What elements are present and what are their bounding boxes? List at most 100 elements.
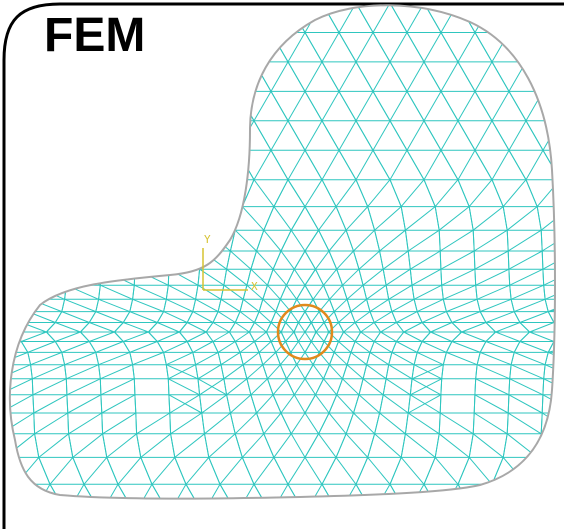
mesh-edge	[123, 322, 149, 333]
mesh-edge	[223, 269, 228, 286]
mesh-edge	[476, 299, 481, 312]
mesh-edge	[0, 413, 1, 434]
mesh-edge	[513, 341, 521, 353]
mesh-edge	[195, 364, 199, 379]
mesh-edge	[197, 364, 222, 380]
mesh-edge	[369, 341, 375, 353]
mesh-edge	[438, 412, 441, 434]
mesh-edge	[136, 412, 171, 435]
mesh-edge	[510, 299, 515, 312]
mesh-edge	[423, 484, 442, 499]
mesh-edge	[38, 179, 51, 207]
mesh-edge	[287, 179, 306, 207]
mesh-edge	[328, 394, 338, 414]
mesh-edge	[502, 206, 508, 231]
mesh-edge	[117, 150, 136, 180]
mesh-edge	[519, 331, 530, 342]
mesh-edge	[219, 150, 238, 180]
mesh-edge	[237, 514, 254, 529]
mesh-edge	[151, 150, 170, 180]
mesh-edge	[253, 120, 272, 151]
mesh-edge	[248, 322, 255, 333]
mesh-edge	[369, 351, 389, 366]
mesh-edge	[440, 32, 459, 63]
mesh-edge	[117, 120, 136, 151]
mesh-edge	[134, 91, 153, 122]
mesh-edge	[30, 285, 33, 300]
mesh-edge	[170, 206, 176, 231]
mesh-edge	[338, 331, 345, 342]
mesh-edge	[407, 394, 442, 414]
mesh-edge	[403, 322, 423, 333]
mesh-edge	[169, 412, 172, 434]
mesh-edge	[33, 412, 36, 434]
mesh-edge	[543, 514, 560, 529]
mesh-edge	[406, 120, 425, 151]
mesh-edge	[304, 322, 312, 333]
mesh-edge	[508, 394, 543, 414]
mesh-edge	[350, 298, 367, 312]
mesh-edge	[271, 514, 288, 529]
mesh-edge	[510, 364, 544, 380]
mesh-edge	[140, 457, 153, 485]
mesh-edge	[434, 457, 459, 485]
mesh-edge	[95, 352, 100, 365]
mesh-edge	[279, 364, 287, 380]
mesh-edge	[132, 298, 164, 313]
mesh-edge	[410, 250, 441, 270]
mesh-edge	[373, 514, 390, 529]
mesh-edge	[65, 269, 68, 286]
mesh-edge	[208, 179, 221, 207]
mesh-edge	[199, 394, 203, 414]
mesh-edge	[476, 352, 481, 365]
mesh-edge	[254, 341, 260, 353]
mesh-edge	[186, 322, 207, 333]
mesh-edge	[267, 364, 281, 380]
mesh-edge	[366, 364, 387, 380]
mesh-edge	[15, 150, 34, 180]
mesh-edge	[389, 91, 408, 122]
mesh-edge	[474, 5, 493, 33]
mesh-edge	[540, 412, 543, 434]
mesh-edge	[102, 433, 108, 458]
mesh-edge	[446, 298, 478, 313]
mesh-edge	[508, 32, 527, 63]
mesh-edge	[475, 378, 510, 396]
mesh-edge	[166, 298, 194, 313]
mesh-edge	[117, 179, 142, 207]
mesh-edge	[272, 268, 287, 286]
mesh-edge	[31, 269, 34, 286]
mesh-edge	[262, 298, 277, 312]
mesh-edge	[67, 250, 102, 270]
mesh-edge	[202, 484, 221, 499]
mesh-edge	[100, 150, 119, 180]
mesh-edge	[367, 206, 376, 231]
mesh-edge	[32, 120, 51, 151]
mesh-edge	[66, 91, 85, 122]
mesh-edge	[443, 284, 476, 300]
mesh-edge	[179, 322, 188, 333]
mesh-edge	[220, 351, 241, 366]
mesh-edge	[254, 514, 271, 529]
mesh-edge	[219, 120, 238, 151]
mesh-edge	[15, 484, 34, 499]
mesh-edge	[333, 311, 339, 323]
mesh-edge	[195, 298, 219, 313]
mesh-edge	[151, 484, 170, 499]
mesh-edge	[253, 91, 272, 122]
mesh-edge	[134, 150, 153, 180]
mesh-edge	[290, 311, 299, 323]
mesh-edge	[304, 331, 312, 342]
mesh-edge	[318, 311, 325, 323]
mesh-edge	[16, 514, 33, 529]
mesh-edge	[480, 351, 512, 366]
mesh-edge	[185, 120, 204, 151]
mesh-edge	[379, 229, 406, 252]
mesh-edge	[0, 207, 1, 231]
mesh-edge	[66, 484, 85, 499]
mesh-edge	[83, 120, 102, 151]
mesh-edge	[519, 311, 549, 323]
mesh-edge	[16, 0, 33, 3]
mesh-edge	[451, 341, 481, 353]
mesh-edge	[170, 433, 176, 458]
